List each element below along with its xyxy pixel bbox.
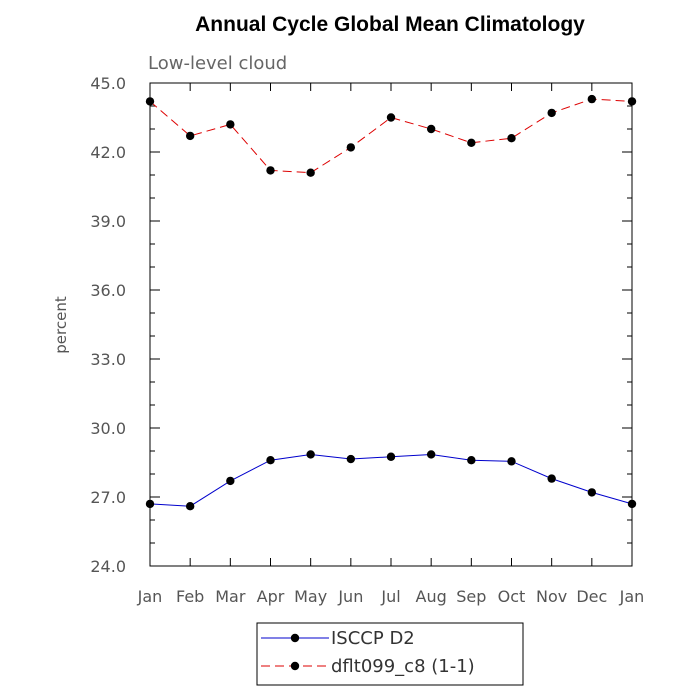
y-tick-label: 30.0 xyxy=(90,419,126,438)
x-tick-label: Jul xyxy=(380,587,400,606)
x-tick-label: Dec xyxy=(576,587,607,606)
series-1-point xyxy=(426,124,436,134)
series-0-point xyxy=(266,456,275,465)
legend-swatch-marker xyxy=(290,633,300,643)
x-tick-label: Oct xyxy=(498,587,526,606)
series-0-point xyxy=(547,474,556,483)
x-tick-label: Jan xyxy=(137,587,163,606)
y-tick-label: 27.0 xyxy=(90,488,126,507)
series-0-point xyxy=(386,452,396,461)
series-0-point xyxy=(507,457,516,466)
x-tick-label: Nov xyxy=(536,587,567,606)
x-tick-label: Mar xyxy=(215,587,246,606)
legend-swatch-marker xyxy=(290,661,300,671)
series-0-point xyxy=(226,476,235,486)
series-1-point xyxy=(226,120,235,129)
y-tick-label: 39.0 xyxy=(90,212,126,231)
x-tick-label: Jan xyxy=(619,587,645,606)
series-0-point xyxy=(346,454,356,464)
series-line-0 xyxy=(149,453,633,507)
y-tick-label: 24.0 xyxy=(90,557,126,576)
x-tick-label: Jun xyxy=(337,587,363,606)
series-1-point xyxy=(627,97,637,106)
chart-subtitle: Low-level cloud xyxy=(148,53,287,74)
legend: ISCCP D2 dflt099_c8 (1-1) xyxy=(256,622,524,686)
series-1-point xyxy=(346,143,356,152)
series-0-point xyxy=(185,502,195,511)
x-tick-label: Feb xyxy=(176,587,204,606)
series-0-point xyxy=(627,499,637,509)
y-axis-label: percent xyxy=(52,296,70,354)
series-1-point xyxy=(266,166,275,175)
x-tick-label: Sep xyxy=(456,587,486,606)
series-1-point xyxy=(185,131,195,141)
series-1-point xyxy=(306,168,315,177)
y-tick-label: 36.0 xyxy=(90,281,126,300)
series-0-point xyxy=(587,488,597,497)
plot-frame xyxy=(149,82,633,567)
x-tick-label: Aug xyxy=(416,587,447,606)
series-1-point xyxy=(467,138,476,147)
y-tick-label: 42.0 xyxy=(90,143,126,162)
series-0-point xyxy=(467,456,476,465)
chart-title: Annual Cycle Global Mean Climatology xyxy=(195,13,585,36)
series-0-point xyxy=(145,499,155,509)
y-tick-label: 33.0 xyxy=(90,350,126,369)
x-tick-label: May xyxy=(294,587,327,606)
series-line-1 xyxy=(149,98,633,174)
series-0-point xyxy=(306,450,315,459)
series-1-point xyxy=(145,97,155,106)
series-1-point xyxy=(507,134,516,143)
y-tick-label: 45.0 xyxy=(90,74,126,93)
series-1-point xyxy=(587,94,597,104)
series-0-point xyxy=(426,450,436,459)
legend-box xyxy=(256,622,524,686)
plot-area: Jan Feb Mar Apr May Jun Jul Aug Sep Oct Nov Dec Jan 2… xyxy=(90,74,644,606)
series-1-point xyxy=(547,108,556,118)
x-tick-label: Apr xyxy=(257,587,285,606)
series-1-point xyxy=(386,113,396,122)
legend-label: dflt099_c8 (1-1) xyxy=(331,656,475,677)
legend-label: ISCCP D2 xyxy=(331,628,415,649)
